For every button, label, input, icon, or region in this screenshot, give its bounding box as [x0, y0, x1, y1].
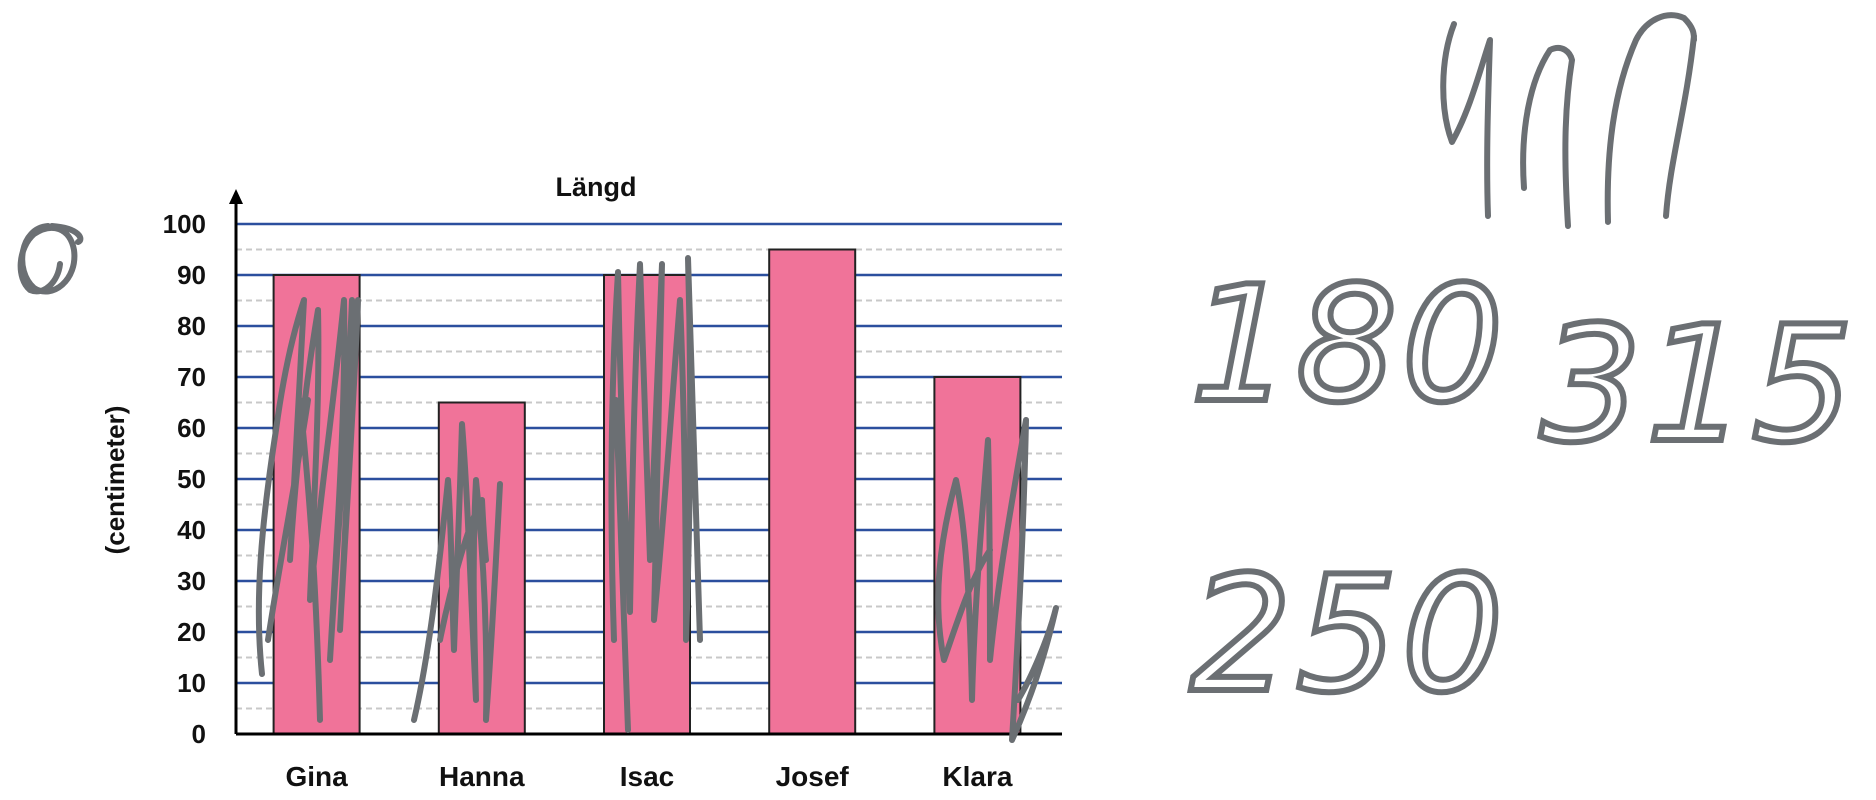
- scribble-isac: [608, 255, 703, 733]
- scribble-top-squiggle: [1440, 12, 1697, 229]
- y-tick-label: 60: [177, 413, 206, 443]
- x-tick-labels: Gina Hanna Isac Josef Klara: [285, 761, 1012, 792]
- y-tick-label: 90: [177, 260, 206, 290]
- handwritten-number-250: 250: [1190, 541, 1507, 728]
- scribble-hanna: [411, 421, 503, 723]
- y-tick-label: 0: [192, 719, 206, 749]
- y-tick-labels: 0 10 20 30 40 50 60 70 80 90 100: [163, 209, 206, 749]
- y-axis-arrow-icon: [229, 189, 243, 204]
- handwritten-number-180: 180: [1190, 251, 1507, 438]
- scribble-left-circle: [17, 223, 84, 295]
- scribble-gina: [255, 297, 361, 723]
- x-tick-label-isac: Isac: [620, 761, 675, 792]
- y-tick-label: 10: [177, 668, 206, 698]
- bar-josef: [768, 248, 857, 735]
- x-tick-label-josef: Josef: [776, 761, 850, 792]
- x-tick-label-hanna: Hanna: [439, 761, 525, 792]
- y-tick-label: 80: [177, 311, 206, 341]
- y-tick-label: 30: [177, 566, 206, 596]
- y-tick-label: 20: [177, 617, 206, 647]
- x-tick-label-gina: Gina: [285, 761, 348, 792]
- y-tick-label: 100: [163, 209, 206, 239]
- scribble-klara: [935, 417, 1059, 743]
- y-axis-label: (centimeter): [100, 406, 130, 555]
- y-tick-label: 40: [177, 515, 206, 545]
- axes: [229, 189, 1062, 736]
- chart-title: Längd: [556, 172, 637, 202]
- y-tick-label: 50: [177, 464, 206, 494]
- x-tick-label-klara: Klara: [942, 761, 1012, 792]
- handwritten-scribbles: [17, 12, 1697, 743]
- handwritten-numbers: 180 315 250: [1187, 248, 1857, 731]
- handwritten-number-315: 315: [1540, 291, 1857, 478]
- y-tick-label: 70: [177, 362, 206, 392]
